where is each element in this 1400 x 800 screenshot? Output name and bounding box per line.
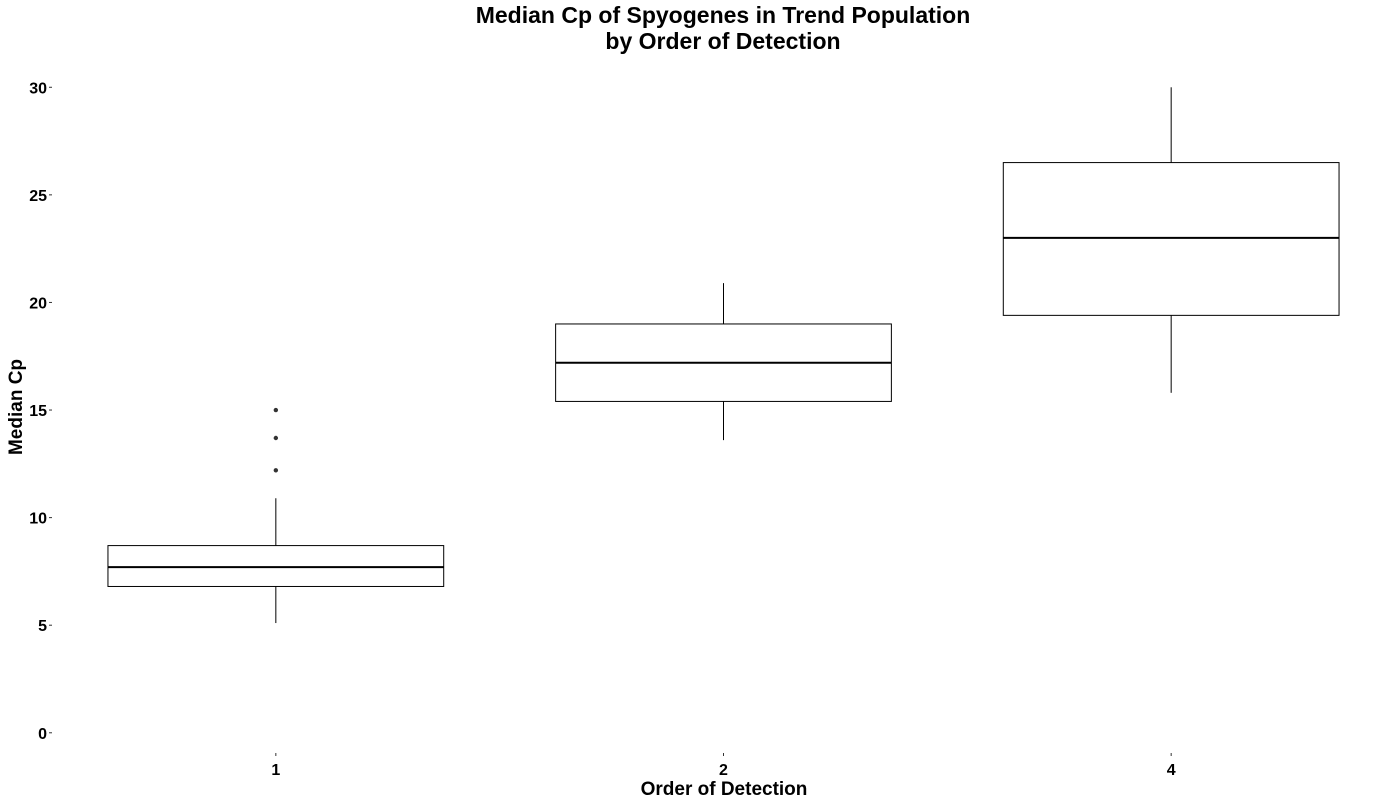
y-tick-label-2: 10 <box>29 511 47 528</box>
x-tick-label-0: 1 <box>271 762 280 779</box>
chart-title: Median Cp of Spyogenes in Trend Populati… <box>0 2 1400 54</box>
outlier-point-1-1 <box>273 435 279 441</box>
box-4 <box>1002 87 1340 393</box>
iqr-box-1 <box>107 545 445 587</box>
box-series <box>107 87 1340 624</box>
chart-title-line-2: by Order of Detection <box>605 28 841 54</box>
y-axis-title: Median Cp <box>6 359 27 455</box>
x-axis-title: Order of Detection <box>641 779 808 800</box>
y-tick-label-4: 20 <box>29 295 47 312</box>
y-tick-label-3: 15 <box>29 403 47 420</box>
x-tick-label-1: 2 <box>719 762 728 779</box>
outlier-point-1-2 <box>273 407 279 413</box>
y-tick-label-0: 0 <box>38 726 47 743</box>
outlier-point-1-0 <box>273 468 279 473</box>
box-1 <box>107 407 445 624</box>
x-tick-label-2: 4 <box>1167 762 1176 779</box>
y-tick-label-6: 30 <box>29 80 47 97</box>
x-axis: 1 2 4 <box>271 753 1176 779</box>
y-axis: 0 5 10 15 20 25 30 <box>29 80 52 743</box>
box-2 <box>555 283 892 441</box>
y-tick-label-5: 25 <box>29 188 47 205</box>
iqr-box-4 <box>1002 162 1340 316</box>
y-tick-label-1: 5 <box>38 618 47 635</box>
chart-title-line-1: Median Cp of Spyogenes in Trend Populati… <box>475 2 971 28</box>
